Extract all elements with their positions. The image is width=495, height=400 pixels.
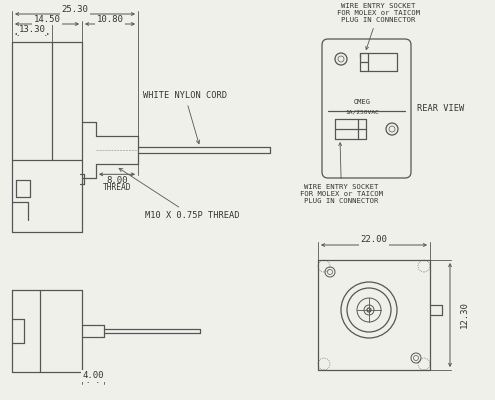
Text: REAR VIEW: REAR VIEW [417,104,464,113]
Text: 22.00: 22.00 [360,236,388,244]
Text: M10 X 0.75P THREAD: M10 X 0.75P THREAD [119,168,240,220]
Text: 4.00: 4.00 [82,372,104,380]
Text: WIRE ENTRY SOCKET
FOR MOLEX or TAICOM
PLUG IN CONNECTOR: WIRE ENTRY SOCKET FOR MOLEX or TAICOM PL… [300,143,383,204]
Text: OMEG: OMEG [354,100,371,106]
Text: 12.30: 12.30 [459,302,468,328]
Text: 10.80: 10.80 [97,14,123,24]
FancyBboxPatch shape [322,39,411,178]
Text: WIRE ENTRY SOCKET
FOR MOLEX or TAICOM
PLUG IN CONNECTOR: WIRE ENTRY SOCKET FOR MOLEX or TAICOM PL… [337,3,420,50]
Text: WHITE NYLON CORD: WHITE NYLON CORD [143,91,227,144]
Text: 8.00: 8.00 [106,176,128,185]
Text: THREAD: THREAD [103,183,131,192]
Text: 25.30: 25.30 [61,4,89,14]
Text: 1A/250VAC: 1A/250VAC [346,109,379,114]
Text: 14.50: 14.50 [34,14,60,24]
Text: 13.30: 13.30 [19,24,46,34]
